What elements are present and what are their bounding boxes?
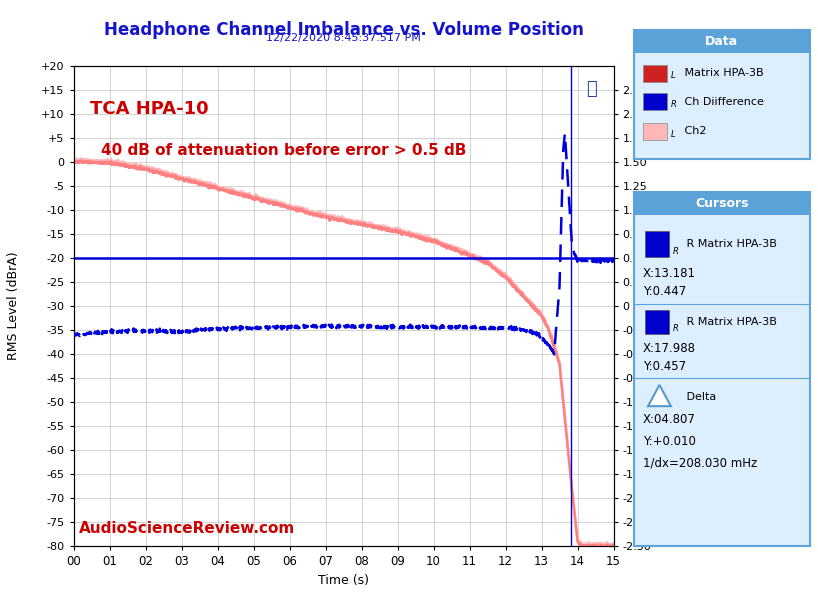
Bar — [634, 192, 810, 215]
Text: Ch2: Ch2 — [681, 126, 707, 136]
Text: Headphone Channel Imbalance vs. Volume Position: Headphone Channel Imbalance vs. Volume P… — [104, 21, 583, 39]
Y-axis label: RMS Level (dBrA): RMS Level (dBrA) — [7, 251, 20, 361]
Text: Matrix HPA-3B: Matrix HPA-3B — [681, 68, 764, 78]
Text: Y:0.457: Y:0.457 — [643, 359, 685, 373]
Text: 1/dx=208.030 mHz: 1/dx=208.030 mHz — [643, 457, 757, 469]
Polygon shape — [648, 385, 671, 406]
Text: R Matrix HPA-3B: R Matrix HPA-3B — [683, 239, 777, 250]
X-axis label: Time (s): Time (s) — [318, 574, 369, 587]
Bar — [645, 231, 669, 257]
Text: Ch Diifference: Ch Diifference — [681, 97, 764, 107]
Bar — [645, 310, 669, 334]
Text: TCA HPA-10: TCA HPA-10 — [90, 100, 209, 118]
Text: X:13.181: X:13.181 — [643, 267, 696, 280]
Bar — [643, 93, 667, 110]
Text: Y:+0.010: Y:+0.010 — [643, 435, 695, 448]
Text: Data: Data — [705, 35, 739, 48]
Text: Delta: Delta — [683, 392, 717, 401]
Text: Cursors: Cursors — [695, 197, 748, 210]
Text: X:04.807: X:04.807 — [643, 413, 695, 426]
Text: R: R — [672, 323, 678, 332]
Text: R: R — [672, 247, 678, 256]
Y-axis label: RMS Level (dB): RMS Level (dB) — [655, 259, 668, 353]
Text: 40 dB of attenuation before error > 0.5 dB: 40 dB of attenuation before error > 0.5 … — [101, 143, 466, 158]
Bar — [643, 65, 667, 82]
Text: L: L — [671, 71, 676, 80]
Text: R: R — [671, 100, 676, 109]
Text: L: L — [671, 130, 676, 139]
Text: R Matrix HPA-3B: R Matrix HPA-3B — [683, 317, 777, 326]
Text: Ⓐ: Ⓐ — [587, 80, 597, 98]
Bar — [634, 30, 810, 53]
Bar — [643, 123, 667, 140]
Text: X:17.988: X:17.988 — [643, 342, 696, 355]
Text: AudioScienceReview.com: AudioScienceReview.com — [79, 521, 295, 536]
Text: Y:0.447: Y:0.447 — [643, 284, 686, 298]
Text: 12/22/2020 8:45:37.517 PM: 12/22/2020 8:45:37.517 PM — [266, 33, 421, 43]
